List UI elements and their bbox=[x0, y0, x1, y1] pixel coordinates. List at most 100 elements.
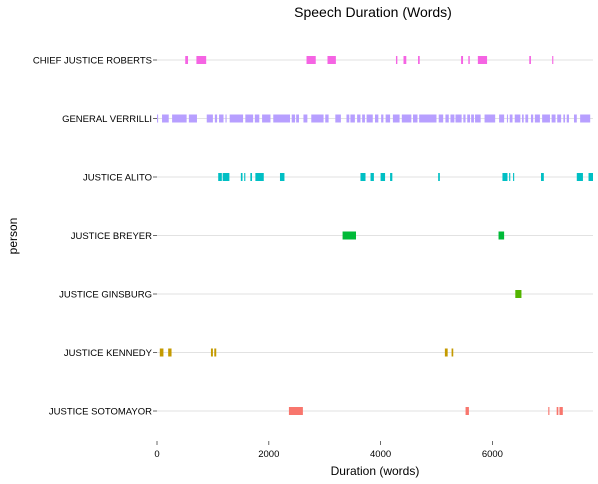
segment-justice-alito-13 bbox=[502, 173, 508, 181]
segment-general-verrilli-31 bbox=[419, 114, 437, 123]
segment-general-verrilli-34 bbox=[450, 114, 455, 123]
segment-general-verrilli-39 bbox=[475, 114, 481, 123]
segment-justice-kennedy-2 bbox=[168, 348, 172, 357]
segment-general-verrilli-51 bbox=[557, 114, 562, 123]
segment-general-verrilli-10 bbox=[245, 114, 254, 123]
segment-justice-alito-8 bbox=[360, 173, 366, 181]
segment-chief-justice-roberts-5 bbox=[395, 56, 398, 64]
segment-general-verrilli-42 bbox=[506, 114, 509, 123]
segment-general-verrilli-18 bbox=[325, 114, 329, 123]
x-tick-label-6000: 6000 bbox=[482, 449, 503, 460]
segment-justice-alito-15 bbox=[513, 173, 515, 181]
segment-justice-kennedy-4 bbox=[214, 348, 217, 357]
segment-general-verrilli-29 bbox=[401, 114, 412, 123]
segment-chief-justice-roberts-7 bbox=[418, 56, 420, 64]
segment-general-verrilli-9 bbox=[229, 114, 244, 123]
segment-chief-justice-roberts-11 bbox=[529, 56, 531, 64]
segment-chief-justice-roberts-10 bbox=[477, 56, 488, 64]
segment-general-verrilli-50 bbox=[551, 114, 556, 123]
chart-title: Speech Duration (Words) bbox=[294, 4, 452, 20]
segment-general-verrilli-13 bbox=[273, 114, 291, 123]
segment-general-verrilli-16 bbox=[303, 114, 308, 123]
segment-general-verrilli-47 bbox=[530, 114, 534, 123]
x-axis-label: Duration (words) bbox=[331, 464, 420, 478]
segment-general-verrilli-20 bbox=[346, 114, 350, 123]
segment-chief-justice-roberts-1 bbox=[185, 56, 189, 64]
segment-general-verrilli-52 bbox=[563, 114, 566, 123]
y-tick-label-justice-sotomayor: JUSTICE SOTOMAYOR bbox=[49, 407, 152, 418]
segment-chief-justice-roberts-6 bbox=[403, 56, 407, 64]
segment-general-verrilli-5 bbox=[206, 114, 213, 123]
segment-chief-justice-roberts-2 bbox=[196, 56, 207, 64]
segment-justice-sotomayor-1 bbox=[288, 407, 303, 415]
segment-justice-alito-3 bbox=[240, 173, 243, 181]
segment-general-verrilli-11 bbox=[254, 114, 260, 123]
segment-justice-alito-6 bbox=[255, 173, 264, 181]
segment-justice-alito-16 bbox=[541, 173, 544, 181]
segment-justice-alito-11 bbox=[390, 173, 393, 181]
x-tick-label-4000: 4000 bbox=[370, 449, 391, 460]
segment-general-verrilli-54 bbox=[573, 114, 577, 123]
segment-general-verrilli-23 bbox=[362, 114, 365, 123]
segment-general-verrilli-3 bbox=[172, 114, 187, 123]
y-tick-label-justice-kennedy: JUSTICE KENNEDY bbox=[64, 348, 153, 359]
segment-general-verrilli-17 bbox=[311, 114, 324, 123]
y-tick-label-general-verrilli: GENERAL VERRILLI bbox=[62, 114, 152, 125]
segment-general-verrilli-7 bbox=[219, 114, 224, 123]
segment-general-verrilli-46 bbox=[525, 114, 529, 123]
segment-justice-sotomayor-5 bbox=[559, 407, 563, 415]
segment-justice-kennedy-1 bbox=[159, 348, 164, 357]
segment-general-verrilli-38 bbox=[471, 114, 474, 123]
segment-justice-alito-12 bbox=[438, 173, 440, 181]
segment-general-verrilli-40 bbox=[484, 114, 496, 123]
segment-general-verrilli-2 bbox=[162, 114, 169, 123]
segment-general-verrilli-19 bbox=[335, 114, 341, 123]
segment-justice-alito-17 bbox=[576, 173, 583, 181]
segment-general-verrilli-30 bbox=[413, 114, 418, 123]
segment-justice-sotomayor-2 bbox=[465, 407, 469, 415]
segment-justice-ginsburg-1 bbox=[515, 290, 522, 298]
segment-justice-alito-9 bbox=[370, 173, 374, 181]
segment-general-verrilli-1 bbox=[157, 114, 159, 123]
segment-justice-kennedy-3 bbox=[210, 348, 213, 357]
segment-general-verrilli-55 bbox=[580, 114, 591, 123]
segment-general-verrilli-36 bbox=[463, 114, 466, 123]
segment-general-verrilli-41 bbox=[499, 114, 505, 123]
segment-justice-alito-5 bbox=[250, 173, 253, 181]
segment-chief-justice-roberts-8 bbox=[461, 56, 464, 64]
segment-general-verrilli-21 bbox=[350, 114, 355, 123]
segment-justice-alito-2 bbox=[222, 173, 230, 181]
segment-justice-sotomayor-3 bbox=[548, 407, 550, 415]
segment-justice-kennedy-5 bbox=[444, 348, 448, 357]
speech-segments bbox=[157, 56, 593, 415]
segment-general-verrilli-14 bbox=[291, 114, 296, 123]
segment-general-verrilli-53 bbox=[566, 114, 569, 123]
segment-justice-alito-10 bbox=[380, 173, 386, 181]
segment-general-verrilli-4 bbox=[188, 114, 197, 123]
segment-justice-sotomayor-4 bbox=[556, 407, 559, 415]
segment-chief-justice-roberts-4 bbox=[327, 56, 336, 64]
segment-general-verrilli-25 bbox=[375, 114, 379, 123]
segment-general-verrilli-43 bbox=[509, 114, 513, 123]
segment-general-verrilli-32 bbox=[438, 114, 444, 123]
segment-general-verrilli-28 bbox=[392, 114, 400, 123]
segment-general-verrilli-45 bbox=[522, 114, 524, 123]
segment-general-verrilli-12 bbox=[262, 114, 271, 123]
segment-general-verrilli-35 bbox=[455, 114, 462, 123]
segment-justice-kennedy-6 bbox=[451, 348, 454, 357]
segment-general-verrilli-22 bbox=[357, 114, 361, 123]
segment-general-verrilli-33 bbox=[445, 114, 449, 123]
segment-general-verrilli-24 bbox=[366, 114, 373, 123]
segment-justice-alito-1 bbox=[218, 173, 222, 181]
segment-chief-justice-roberts-3 bbox=[306, 56, 316, 64]
segment-justice-alito-18 bbox=[588, 173, 593, 181]
segment-general-verrilli-27 bbox=[385, 114, 391, 123]
y-tick-label-justice-breyer: JUSTICE BREYER bbox=[71, 231, 152, 242]
y-tick-label-justice-alito: JUSTICE ALITO bbox=[83, 173, 152, 184]
segment-general-verrilli-8 bbox=[225, 114, 227, 123]
segment-general-verrilli-6 bbox=[214, 114, 218, 123]
segment-chief-justice-roberts-9 bbox=[468, 56, 470, 64]
y-axis-label: person bbox=[6, 218, 20, 255]
segment-justice-alito-14 bbox=[509, 173, 511, 181]
